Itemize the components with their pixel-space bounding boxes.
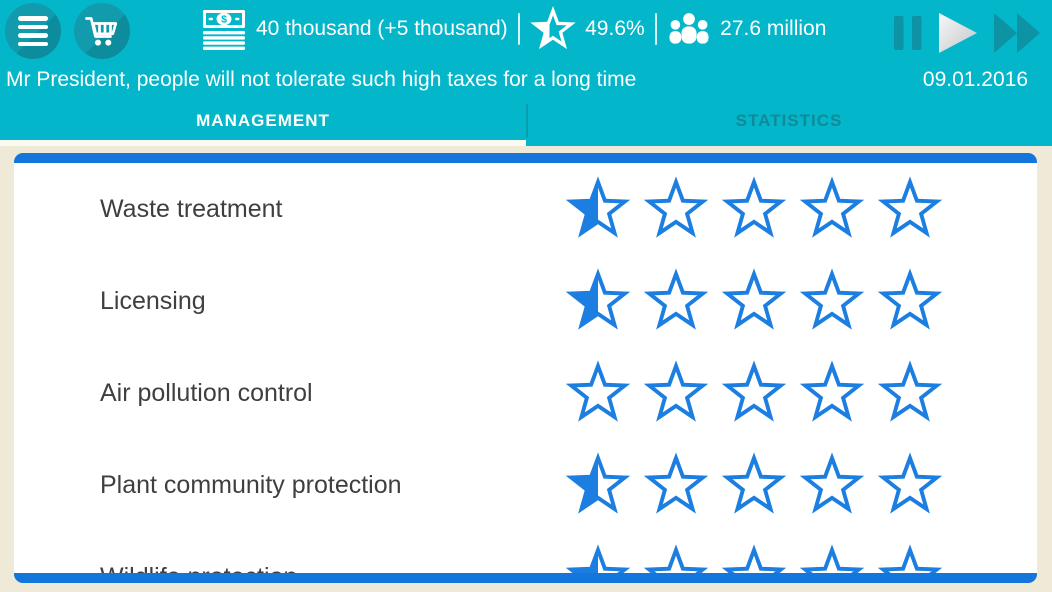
star-icon[interactable] [721,544,787,573]
money-value: 40 thousand (+5 thousand) [256,17,508,40]
star-icon[interactable] [877,268,943,331]
top-hud: $ 40 thousand (+5 thousand) [0,0,1052,146]
list-item[interactable]: Plant community protection [14,439,1037,531]
star-icon[interactable] [565,452,631,515]
rating-stars [565,544,943,573]
play-button[interactable] [939,13,977,53]
divider [654,13,658,45]
pause-button[interactable] [894,16,922,50]
list-item-label: Wildlife protection [100,563,297,574]
star-icon[interactable] [877,544,943,573]
star-icon[interactable] [877,176,943,239]
rating-stars [565,360,943,423]
advisor-message-bar: Mr President, people will not tolerate s… [0,58,1052,102]
resource-bar: $ 40 thousand (+5 thousand) [0,0,1052,59]
game-date: 09.01.2016 [922,68,1028,91]
panel-bottom-frame [14,573,1037,583]
tab-statistics[interactable]: STATISTICS [735,111,843,130]
star-icon[interactable] [877,360,943,423]
money-icon: $ [203,10,245,50]
menu-button[interactable] [5,3,61,59]
management-list[interactable]: Waste treatment Licensing Air pollution … [14,163,1037,573]
list-item[interactable]: Waste treatment [14,163,1037,255]
star-icon[interactable] [721,452,787,515]
approval-stat: 49.6% [530,5,645,51]
star-icon[interactable] [799,360,865,423]
tab-divider [526,104,528,138]
star-icon[interactable] [565,176,631,239]
divider [517,13,521,45]
star-icon[interactable] [799,452,865,515]
population-stat: 27.6 million [667,10,826,48]
list-item[interactable]: Air pollution control [14,347,1037,439]
approval-icon [530,5,576,50]
list-item[interactable]: Licensing [14,255,1037,347]
shop-button[interactable] [74,3,130,59]
star-icon[interactable] [643,360,709,423]
tab-bar: MANAGEMENT STATISTICS [0,102,1052,146]
svg-text:$: $ [221,14,227,26]
list-item[interactable]: Wildlife protection [14,531,1037,573]
star-icon[interactable] [565,544,631,573]
star-icon[interactable] [643,452,709,515]
star-icon[interactable] [643,176,709,239]
list-item-label: Waste treatment [100,194,283,223]
star-icon[interactable] [877,452,943,515]
panel-top-frame [14,153,1037,163]
list-item-label: Plant community protection [100,470,402,499]
list-item-label: Licensing [100,286,206,315]
rating-stars [565,268,943,331]
menu-icon [18,16,48,46]
content-area: Waste treatment Licensing Air pollution … [0,146,1052,592]
rating-stars [565,452,943,515]
rating-stars [565,176,943,239]
star-icon[interactable] [643,268,709,331]
star-icon[interactable] [799,268,865,331]
list-item-label: Air pollution control [100,378,313,407]
star-icon[interactable] [721,360,787,423]
approval-value: 49.6% [585,17,645,40]
cart-icon [85,17,118,46]
management-panel: Waste treatment Licensing Air pollution … [14,153,1037,583]
star-icon[interactable] [721,176,787,239]
population-value: 27.6 million [720,17,827,40]
money-stat: $ 40 thousand (+5 thousand) [202,8,508,50]
star-icon[interactable] [643,544,709,573]
advisor-message: Mr President, people will not tolerate s… [6,68,637,91]
star-icon[interactable] [799,544,865,573]
star-icon[interactable] [721,268,787,331]
population-icon [669,13,709,44]
fast-forward-button[interactable] [994,13,1040,53]
star-icon[interactable] [565,268,631,331]
star-icon[interactable] [799,176,865,239]
tab-management[interactable]: MANAGEMENT [0,102,526,146]
star-icon[interactable] [565,360,631,423]
